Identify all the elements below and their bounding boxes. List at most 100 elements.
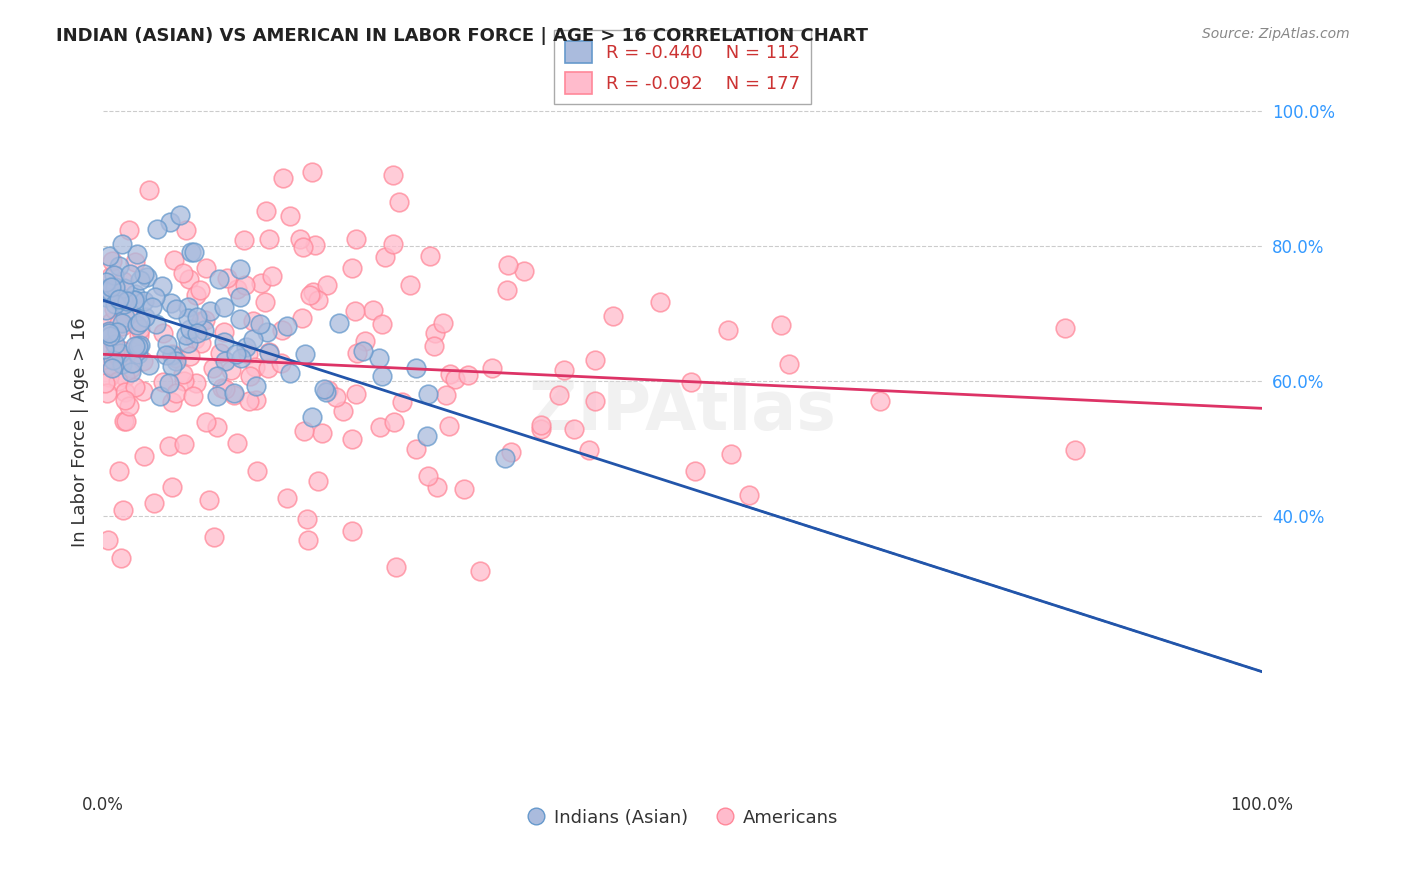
Point	[179, 322, 201, 336]
Point	[165, 386, 187, 401]
Point	[276, 319, 298, 334]
Point	[124, 339, 146, 353]
Point	[416, 386, 439, 401]
Point	[141, 301, 163, 315]
Point	[229, 290, 252, 304]
Point	[254, 204, 277, 219]
Point	[1053, 321, 1076, 335]
Point	[96, 290, 118, 304]
Point	[352, 343, 374, 358]
Point	[374, 250, 396, 264]
Point	[276, 491, 298, 505]
Point	[301, 164, 323, 178]
Point	[290, 231, 312, 245]
Point	[328, 316, 350, 330]
Point	[315, 384, 337, 399]
Point	[368, 420, 391, 434]
Point	[426, 480, 449, 494]
Point	[302, 285, 325, 300]
Point	[312, 382, 335, 396]
Point	[212, 300, 235, 314]
Point	[134, 310, 156, 324]
Point	[112, 503, 135, 517]
Point	[499, 445, 522, 459]
Point	[212, 326, 235, 340]
Point	[93, 342, 115, 356]
Legend: Indians (Asian), Americans: Indians (Asian), Americans	[520, 802, 845, 834]
Point	[101, 334, 124, 348]
Point	[94, 303, 117, 318]
Point	[132, 449, 155, 463]
Point	[217, 271, 239, 285]
Point	[381, 169, 404, 183]
Point	[160, 348, 183, 362]
Point	[100, 315, 122, 329]
Point	[304, 237, 326, 252]
Point	[160, 296, 183, 310]
Point	[110, 346, 132, 360]
Point	[419, 250, 441, 264]
Point	[245, 379, 267, 393]
Point	[222, 385, 245, 400]
Point	[105, 326, 128, 340]
Point	[222, 388, 245, 402]
Point	[332, 404, 354, 418]
Point	[108, 259, 131, 273]
Point	[138, 183, 160, 197]
Point	[361, 303, 384, 318]
Point	[194, 415, 217, 429]
Point	[173, 437, 195, 451]
Point	[443, 372, 465, 386]
Point	[128, 273, 150, 287]
Point	[260, 269, 283, 284]
Point	[292, 424, 315, 438]
Point	[578, 443, 600, 458]
Point	[172, 367, 194, 381]
Point	[367, 351, 389, 366]
Point	[124, 380, 146, 394]
Point	[122, 293, 145, 307]
Point	[235, 277, 257, 292]
Point	[190, 313, 212, 327]
Point	[457, 368, 479, 383]
Point	[470, 564, 492, 578]
Point	[229, 261, 252, 276]
Point	[371, 369, 394, 384]
Point	[238, 347, 260, 361]
Point	[602, 309, 624, 323]
Point	[214, 335, 236, 350]
Point	[398, 277, 420, 292]
Point	[418, 468, 440, 483]
Point	[186, 326, 208, 341]
Point	[513, 264, 536, 278]
Point	[188, 283, 211, 297]
Point	[180, 244, 202, 259]
Point	[114, 414, 136, 428]
Point	[135, 270, 157, 285]
Point	[340, 432, 363, 446]
Point	[157, 376, 180, 390]
Point	[291, 239, 314, 253]
Point	[291, 311, 314, 326]
Point	[125, 247, 148, 261]
Point	[111, 357, 134, 371]
Point	[108, 317, 131, 331]
Point	[96, 284, 118, 298]
Point	[259, 344, 281, 359]
Point	[297, 533, 319, 547]
Point	[111, 316, 134, 330]
Point	[235, 340, 257, 354]
Point	[108, 294, 131, 309]
Point	[121, 361, 143, 376]
Text: INDIAN (ASIAN) VS AMERICAN IN LABOR FORCE | AGE > 16 CORRELATION CHART: INDIAN (ASIAN) VS AMERICAN IN LABOR FORC…	[56, 27, 869, 45]
Point	[160, 480, 183, 494]
Point	[229, 311, 252, 326]
Point	[307, 293, 329, 307]
Point	[738, 488, 761, 502]
Point	[100, 361, 122, 376]
Point	[423, 339, 446, 353]
Point	[118, 399, 141, 413]
Y-axis label: In Labor Force | Age > 16: In Labor Force | Age > 16	[72, 318, 89, 547]
Point	[295, 512, 318, 526]
Point	[294, 347, 316, 361]
